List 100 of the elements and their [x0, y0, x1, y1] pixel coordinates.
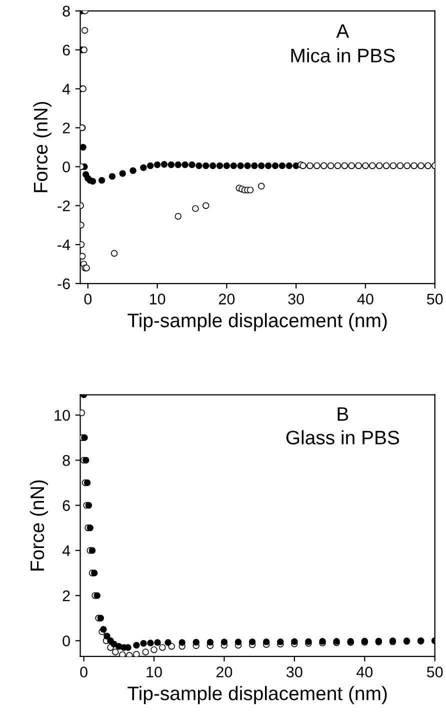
x-tick-label: 20: [216, 666, 232, 678]
point: [168, 161, 175, 168]
point: [80, 144, 86, 151]
annotation: A: [336, 24, 350, 38]
y-tick-label: 6: [62, 500, 70, 511]
point: [244, 162, 251, 170]
x-tick-label: 0: [84, 294, 92, 304]
point: [206, 638, 214, 646]
point: [97, 614, 104, 622]
x-axis-title: Tip-sample displacement (nm): [128, 686, 387, 704]
point: [110, 640, 118, 648]
point: [82, 456, 90, 464]
y-tick-label: 8: [62, 6, 70, 17]
point: [126, 652, 133, 656]
point: [130, 167, 136, 174]
y-tick-label: -2: [58, 200, 70, 212]
point: [80, 252, 86, 260]
point: [89, 178, 96, 185]
y-tick-label: -6: [58, 278, 70, 290]
point: [246, 186, 254, 194]
y-tick-label: 2: [62, 122, 70, 134]
point: [264, 162, 272, 170]
point: [81, 27, 88, 34]
point: [142, 648, 149, 656]
point: [100, 626, 107, 633]
point: [262, 638, 270, 646]
point: [80, 409, 86, 416]
x-axis-title: Tip-sample displacement (nm): [128, 313, 387, 332]
point: [85, 502, 92, 509]
point: [286, 162, 292, 170]
point: [230, 162, 237, 170]
point: [133, 650, 140, 656]
point: [178, 639, 186, 646]
x-tick-label: 50: [426, 294, 443, 304]
point: [220, 638, 228, 646]
x-tick-label: 10: [150, 294, 166, 304]
y-tick-label: 4: [62, 545, 70, 556]
point: [160, 160, 168, 168]
point: [174, 161, 182, 168]
point: [108, 173, 116, 180]
point: [278, 162, 286, 170]
point: [146, 162, 154, 170]
x-tick-label: 30: [288, 294, 304, 304]
y-tick-label: 2: [62, 590, 70, 602]
point: [192, 205, 199, 212]
annotation: Glass in PBS: [286, 430, 400, 444]
y-tick-label: 4: [62, 84, 70, 94]
point: [291, 638, 298, 645]
point: [209, 162, 216, 170]
point: [159, 644, 166, 651]
point: [154, 639, 161, 646]
x-tick-label: 50: [426, 666, 443, 678]
point: [202, 162, 210, 170]
point: [147, 640, 154, 646]
annotation: B: [338, 407, 348, 421]
x-tick-label: 40: [357, 294, 374, 304]
x-tick-label: 40: [356, 666, 373, 678]
y-axis-title: Force (nN): [30, 480, 48, 570]
point: [119, 170, 126, 177]
y-tick-label: 8: [62, 455, 70, 466]
point: [154, 161, 161, 168]
point: [202, 202, 210, 210]
point: [258, 182, 265, 190]
point: [104, 632, 110, 640]
y-tick-label: 10: [54, 410, 70, 421]
point: [110, 250, 118, 257]
y-tick-label: -4: [58, 240, 70, 250]
point: [192, 638, 200, 646]
point: [237, 162, 244, 170]
point: [223, 162, 230, 170]
point: [174, 212, 182, 220]
point: [182, 161, 188, 168]
point: [277, 638, 284, 646]
point: [272, 162, 279, 170]
point: [112, 648, 119, 656]
point: [124, 644, 132, 651]
point: [251, 162, 258, 170]
x-tick-label: 10: [146, 666, 162, 678]
point: [150, 646, 158, 654]
x-tick-label: 30: [286, 666, 302, 678]
point: [248, 638, 256, 646]
point: [98, 176, 106, 184]
point: [140, 164, 147, 172]
y-tick-label: 0: [62, 636, 70, 646]
point: [258, 162, 265, 170]
point: [234, 638, 242, 646]
point: [164, 639, 172, 646]
point: [188, 161, 196, 168]
point: [216, 162, 224, 170]
x-tick-label: 20: [218, 294, 235, 304]
point: [140, 640, 147, 647]
point: [88, 547, 96, 554]
y-tick-label: 6: [62, 44, 70, 56]
annotation: Mica in PBS: [291, 48, 395, 62]
y-tick-label: 0: [62, 162, 70, 172]
point: [119, 651, 126, 656]
point: [196, 162, 202, 170]
y-axis-title: Force (nN): [33, 102, 52, 192]
point: [133, 642, 140, 649]
x-tick-label: 0: [80, 666, 88, 678]
